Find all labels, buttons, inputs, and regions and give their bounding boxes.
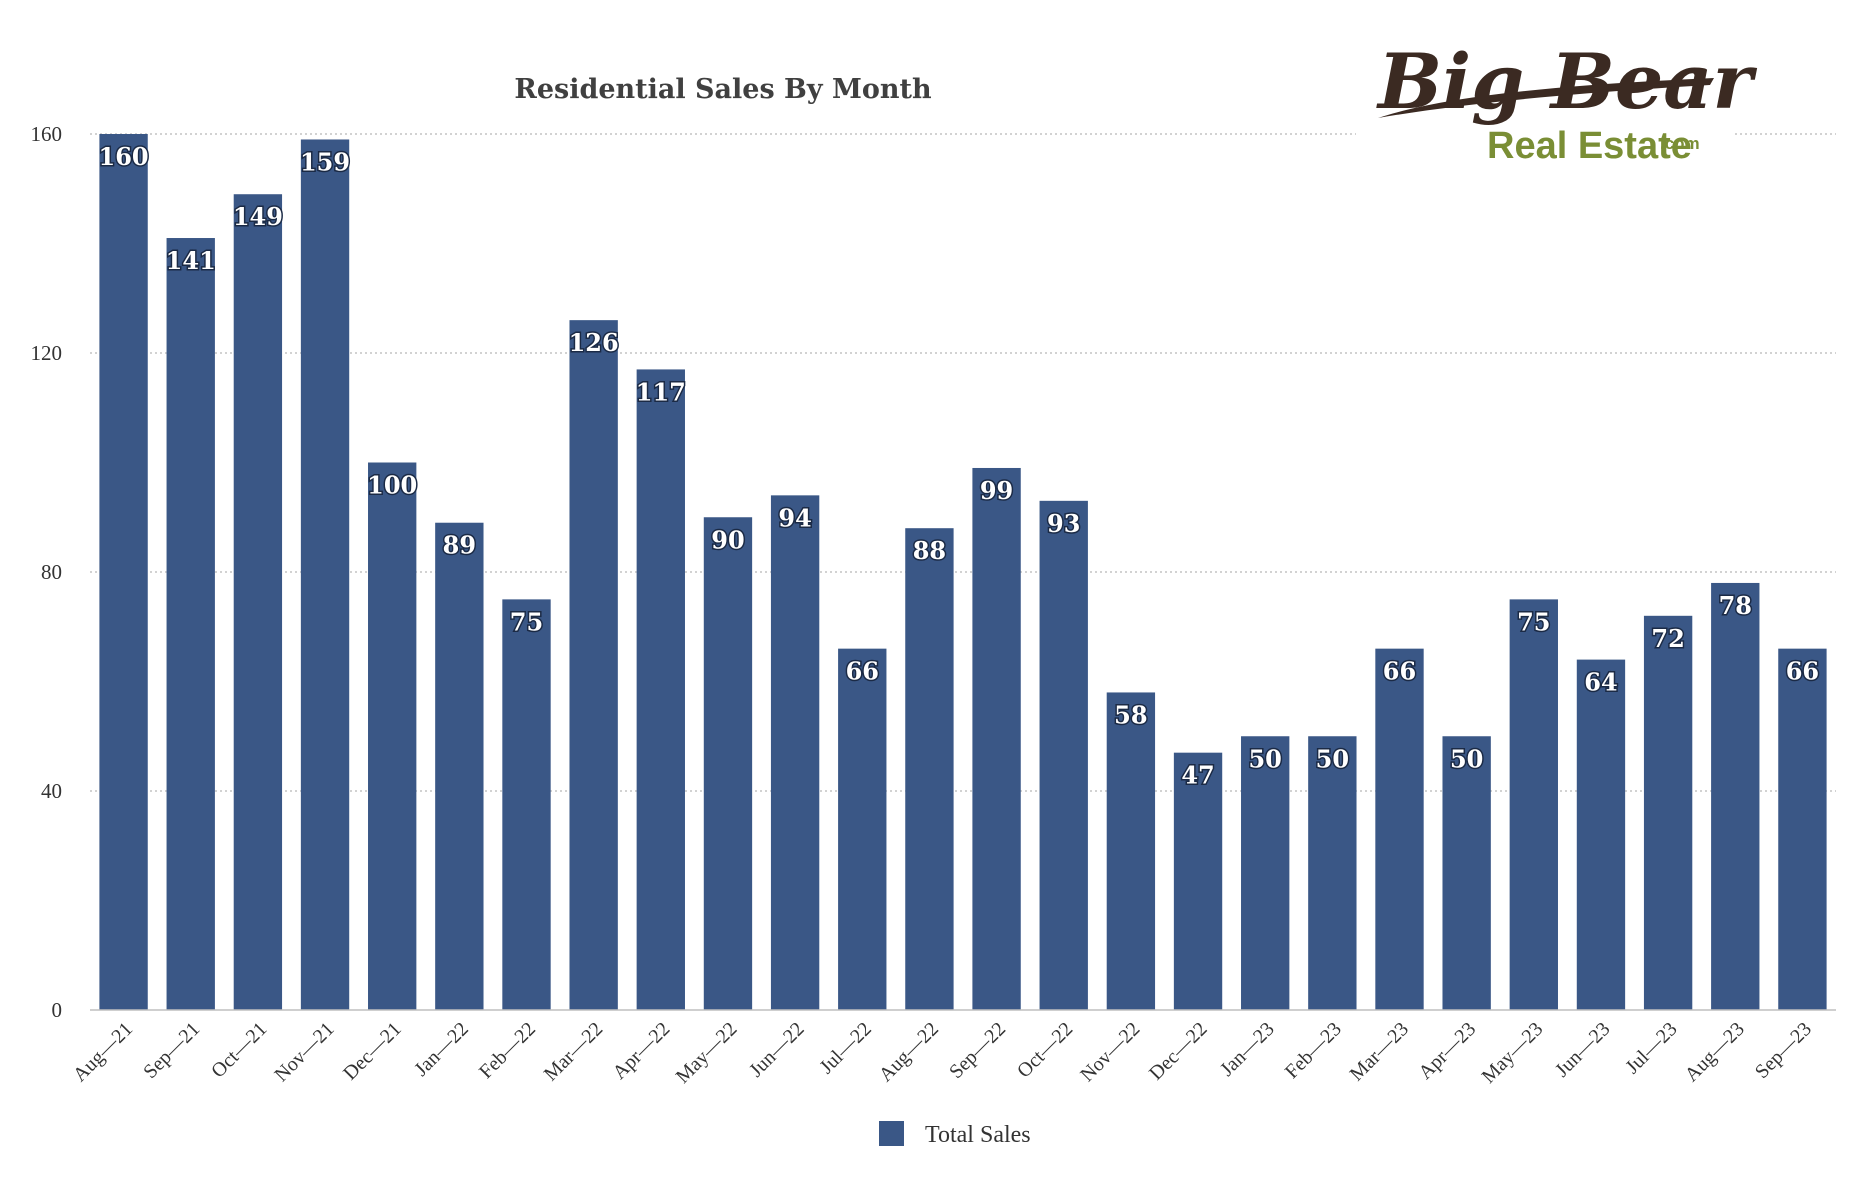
bar xyxy=(838,648,887,1010)
x-tick-label: Oct—21 xyxy=(207,1018,271,1082)
bar xyxy=(1173,752,1223,1010)
bar xyxy=(1106,692,1156,1010)
data-label: 64 xyxy=(1584,668,1617,697)
bar xyxy=(569,320,618,1010)
bar xyxy=(1442,736,1491,1010)
y-tick-label: 40 xyxy=(41,779,62,803)
data-label: 159 xyxy=(300,147,350,176)
bar xyxy=(1241,736,1290,1010)
bar xyxy=(972,467,1021,1011)
logo-dot-com: .com xyxy=(1660,134,1700,153)
chart-title: Residential Sales By Month xyxy=(514,74,932,105)
bar xyxy=(770,495,820,1011)
bar xyxy=(636,369,685,1010)
x-tick-label: Sep—22 xyxy=(945,1018,1010,1083)
bar xyxy=(166,238,215,1010)
bar xyxy=(233,194,283,1011)
x-tick-label: Nov—21 xyxy=(270,1018,338,1086)
y-tick-label: 120 xyxy=(31,341,63,365)
x-tick-label: Jul—22 xyxy=(815,1018,875,1078)
x-tick-label: Jan—22 xyxy=(410,1018,473,1081)
x-tick-label: Jul—23 xyxy=(1621,1018,1681,1078)
x-tick-label: Feb—22 xyxy=(475,1018,540,1083)
data-label: 66 xyxy=(846,657,879,686)
data-label: 66 xyxy=(1383,657,1416,686)
x-tick-label: Mar—23 xyxy=(1346,1018,1413,1085)
bar xyxy=(435,522,484,1010)
x-tick-label: Dec—21 xyxy=(339,1018,406,1085)
data-label: 100 xyxy=(367,471,417,500)
x-tick-label: Mar—22 xyxy=(540,1018,607,1085)
x-tick-label: Sep—21 xyxy=(139,1018,204,1083)
x-tick-label: Aug—22 xyxy=(875,1018,943,1086)
data-label: 72 xyxy=(1651,624,1684,653)
x-tick-label: Jan—23 xyxy=(1216,1018,1279,1081)
data-labels: 160 141 149 159 100 89 75 126 117 90 94 66 88 99 93 58 4… xyxy=(97,141,1821,792)
y-tick-label: 0 xyxy=(52,998,63,1022)
logo-swoosh xyxy=(1378,78,1714,118)
data-label: 88 xyxy=(913,536,946,565)
legend: Total Sales xyxy=(879,1121,1031,1148)
data-label: 50 xyxy=(1248,744,1281,773)
x-tick-label: Aug—23 xyxy=(1681,1018,1749,1086)
bar xyxy=(905,528,954,1010)
brand-logo: Big Bear Real Estate .com xyxy=(1356,37,1758,172)
bar xyxy=(99,134,148,1010)
logo-big-bear: Big Bear xyxy=(1376,37,1758,126)
bar xyxy=(1039,500,1088,1010)
data-label: 58 xyxy=(1114,700,1147,729)
data-label: 50 xyxy=(1450,744,1483,773)
legend-swatch xyxy=(879,1121,904,1146)
bars xyxy=(99,134,1827,1011)
x-tick-label: Nov—22 xyxy=(1076,1018,1144,1086)
x-tick-label: Apr—23 xyxy=(1414,1018,1480,1084)
x-tick-label: Apr—22 xyxy=(609,1018,675,1084)
bar xyxy=(1711,582,1760,1010)
data-label: 75 xyxy=(510,607,543,636)
x-tick-label: Feb—23 xyxy=(1281,1018,1346,1083)
bar xyxy=(502,599,551,1010)
bar xyxy=(1509,599,1558,1010)
x-tick-label: Jun—22 xyxy=(745,1018,808,1081)
bar xyxy=(300,139,350,1011)
x-tick-label: Aug—21 xyxy=(69,1018,137,1086)
logo-real-estate: Real Estate xyxy=(1487,125,1692,167)
bar xyxy=(368,462,417,1010)
data-label: 93 xyxy=(1047,509,1080,538)
data-label: 126 xyxy=(569,328,619,357)
data-label: 99 xyxy=(980,476,1013,505)
x-tick-label: May—23 xyxy=(1478,1018,1548,1088)
bar xyxy=(1308,736,1357,1010)
data-label: 90 xyxy=(711,525,744,554)
y-tick-label: 80 xyxy=(41,560,62,584)
data-label: 160 xyxy=(99,142,149,171)
x-tick-label: Dec—22 xyxy=(1145,1018,1212,1085)
x-tick-label: Sep—23 xyxy=(1751,1018,1816,1083)
legend-label: Total Sales xyxy=(925,1122,1031,1148)
data-label: 89 xyxy=(443,531,476,560)
data-label: 66 xyxy=(1786,657,1819,686)
x-tick-label: May—22 xyxy=(672,1018,742,1088)
data-label: 47 xyxy=(1181,761,1214,790)
x-tick-label: Jun—23 xyxy=(1551,1018,1614,1081)
bar xyxy=(703,517,753,1010)
bar xyxy=(1643,615,1693,1010)
data-label: 149 xyxy=(233,202,283,231)
bar xyxy=(1778,648,1827,1010)
bar xyxy=(1576,659,1626,1010)
bar xyxy=(1375,648,1424,1010)
gridlines xyxy=(90,133,1836,792)
x-tick-label: Oct—22 xyxy=(1013,1018,1077,1082)
data-label: 94 xyxy=(778,503,811,532)
data-label: 117 xyxy=(636,377,686,406)
data-label: 50 xyxy=(1316,744,1349,773)
data-label: 141 xyxy=(166,246,216,275)
y-tick-label: 160 xyxy=(31,122,63,146)
y-axis-ticks: 0 40 80 120 160 xyxy=(31,122,63,1022)
data-label: 78 xyxy=(1719,591,1752,620)
data-label: 75 xyxy=(1517,607,1550,636)
